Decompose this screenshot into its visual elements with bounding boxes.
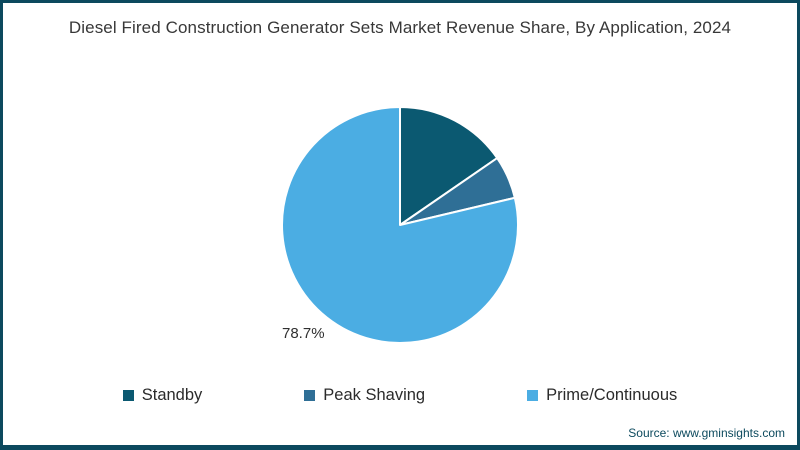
legend-swatch-standby-icon [122, 390, 134, 401]
source-credit: Source: www.gminsights.com [628, 426, 785, 440]
legend: Standby Peak Shaving Prime/Continuous [3, 386, 797, 405]
legend-item-standby: Standby [122, 386, 203, 405]
legend-item-peak-shaving: Peak Shaving [304, 386, 425, 405]
pie-chart [281, 106, 520, 344]
legend-label-standby: Standby [141, 386, 203, 404]
data-label-prime-continuous: 78.7% [282, 325, 325, 342]
legend-swatch-peak-shaving-icon [304, 390, 316, 401]
legend-label-prime-continuous: Prime/Continuous [546, 386, 678, 404]
pie-slice-standby [399, 106, 499, 226]
pie-slice-prime-continuous [281, 106, 520, 344]
legend-swatch-prime-continuous-icon [527, 390, 539, 401]
legend-label-peak-shaving: Peak Shaving [323, 386, 426, 404]
pie-slices [281, 106, 520, 344]
legend-item-prime-continuous: Prime/Continuous [527, 386, 677, 405]
chart-title: Diesel Fired Construction Generator Sets… [68, 18, 732, 37]
